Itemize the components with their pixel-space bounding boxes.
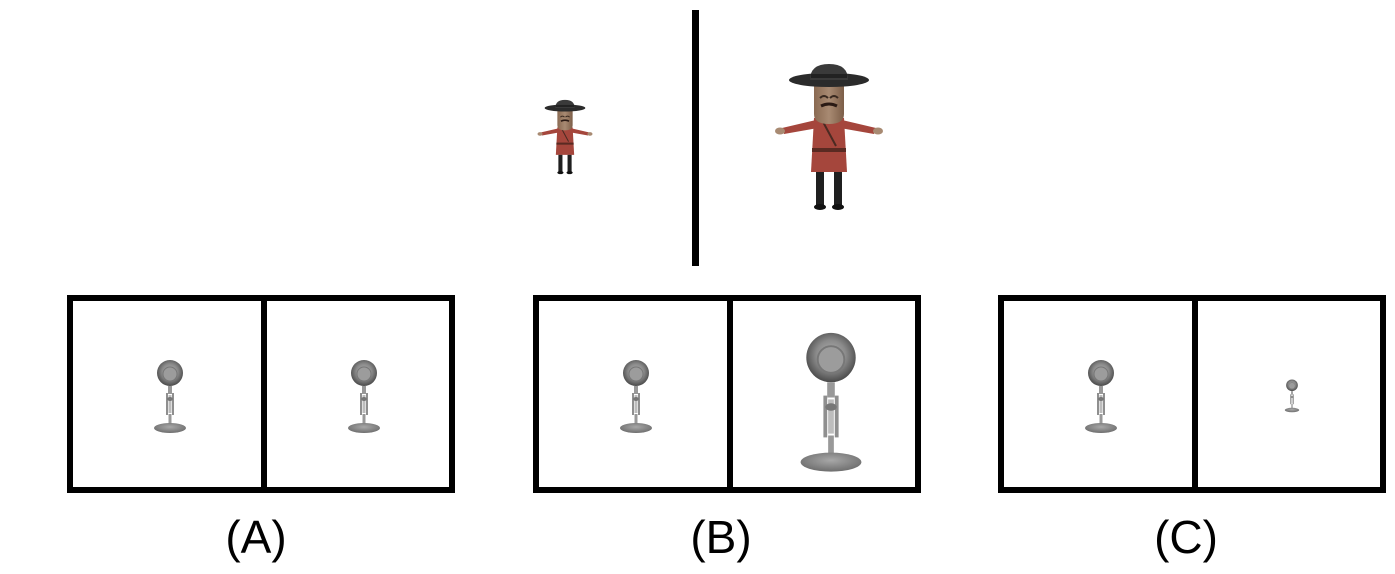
option-a-panel[interactable] — [67, 295, 455, 493]
lamp-icon — [1084, 359, 1118, 434]
option-b-divider — [727, 301, 733, 487]
option-c-divider — [1192, 301, 1198, 487]
lamp-icon — [799, 331, 863, 473]
option-b-label: (B) — [690, 511, 752, 563]
reference-divider — [692, 10, 699, 266]
cowboy-character-large — [774, 62, 884, 212]
option-a-divider — [261, 301, 267, 487]
cowboy-character-small — [537, 99, 593, 175]
lamp-icon — [1284, 379, 1300, 413]
lamp-icon — [619, 359, 653, 434]
option-a-label: (A) — [225, 511, 287, 563]
lamp-icon — [153, 359, 187, 434]
lamp-icon — [347, 359, 381, 434]
option-c-panel[interactable] — [998, 295, 1386, 493]
option-b-panel[interactable] — [533, 295, 921, 493]
option-c-label: (C) — [1154, 511, 1218, 563]
